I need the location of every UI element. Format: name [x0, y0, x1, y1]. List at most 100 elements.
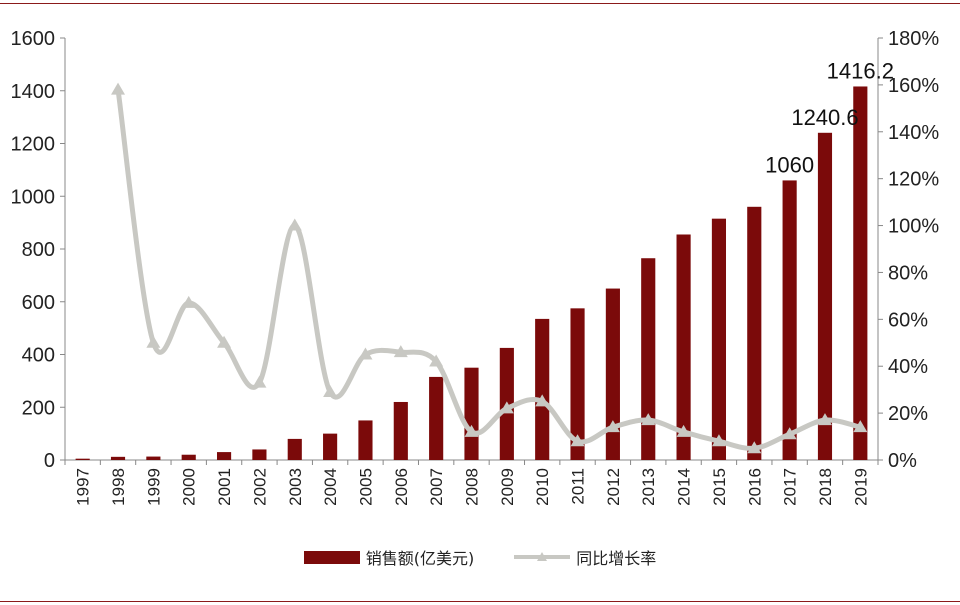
sales-bar [110, 456, 126, 460]
sales-growth-chart: 0 200 400 600 800 1000 1200 1400 1600 0% 20% 40% 60%… [11, 28, 940, 506]
legend-line-swatch [514, 552, 571, 561]
legend-bar-swatch [303, 550, 360, 564]
left-tick-label: 1200 [11, 134, 56, 156]
x-tick-label: 2014 [675, 468, 694, 506]
sales-bar [75, 458, 90, 460]
sales-bar [429, 376, 444, 460]
top-frame-line [0, 3, 960, 4]
sales-bar [641, 258, 656, 460]
legend-growth-label: 同比增长率 [576, 549, 657, 568]
growth-point-marker [817, 413, 832, 426]
x-tick-label: 2019 [851, 468, 870, 506]
bottom-frame-line [0, 601, 960, 602]
left-tick-label: 800 [22, 239, 55, 261]
right-tick-label: 60% [888, 309, 928, 331]
x-tick-label: 2016 [745, 468, 764, 506]
growth-point-marker [605, 420, 620, 433]
left-tick-label: 400 [22, 345, 55, 367]
sales-bar [711, 218, 727, 460]
x-tick-label: 1997 [74, 468, 93, 506]
growth-point-marker [782, 427, 797, 440]
sales-bar [676, 234, 691, 460]
sales-bar [747, 206, 762, 460]
left-tick-label: 1600 [11, 28, 56, 50]
growth-point-marker [287, 218, 302, 231]
x-tick-label: 2017 [781, 468, 800, 506]
x-tick-label: 2010 [533, 468, 552, 506]
growth-point-marker [570, 434, 585, 447]
growth-point-marker [535, 394, 550, 407]
growth-point-marker [499, 401, 514, 414]
left-tick-label: 200 [22, 397, 55, 419]
legend-item-sales: 销售额(亿美元) [303, 545, 474, 569]
sales-bar [782, 180, 797, 461]
sales-bar [605, 288, 620, 460]
growth-point-marker [853, 420, 868, 433]
right-tick-label: 40% [888, 356, 928, 378]
left-tick-label: 1400 [11, 81, 56, 103]
x-tick-label: 2002 [250, 468, 269, 506]
bar-data-label: 1240.6 [791, 105, 858, 130]
x-tick-label: 2009 [498, 468, 517, 506]
growth-point-marker [323, 385, 338, 398]
growth-point-marker [711, 434, 726, 447]
growth-point-marker [252, 375, 267, 388]
x-tick-label: 2011 [569, 468, 588, 505]
axes: 0 200 400 600 800 1000 1200 1400 1600 0% 20% 40% 60%… [11, 28, 940, 506]
sales-bar [216, 452, 232, 460]
sales-bar [146, 456, 161, 460]
right-tick-label: 180% [888, 28, 939, 50]
x-tick-label: 2006 [392, 468, 411, 506]
x-tick-label: 2000 [180, 468, 199, 506]
sales-bar [817, 132, 833, 460]
sales-bar [181, 454, 196, 460]
right-tick-label: 0% [888, 450, 917, 472]
x-tick-label: 2015 [710, 468, 729, 506]
x-tick-label: 2007 [427, 468, 446, 506]
x-tick-label: 2004 [321, 468, 340, 506]
sales-bar [323, 433, 338, 460]
growth-point-marker [747, 441, 762, 454]
growth-point-marker [217, 335, 232, 348]
bar-data-label: 1060 [765, 152, 814, 177]
growth-point-marker [146, 335, 161, 348]
sales-bar [287, 438, 302, 460]
legend: 销售额(亿美元) 同比增长率 [0, 545, 960, 569]
right-tick-label: 120% [888, 169, 939, 191]
left-tick-label: 600 [22, 292, 55, 314]
x-tick-label: 2012 [604, 468, 623, 506]
growth-point-marker [358, 347, 373, 360]
right-tick-label: 140% [888, 122, 939, 144]
data-labels: 1060 1240.6 1416.2 [765, 58, 894, 177]
x-tick-label: 1999 [144, 468, 163, 506]
legend-item-growth: 同比增长率 [514, 545, 656, 569]
growth-point-marker [181, 295, 196, 308]
growth-point-marker [429, 354, 444, 367]
sales-bar [393, 401, 408, 460]
sales-bar [358, 420, 373, 460]
bar-series [75, 86, 868, 461]
left-tick-label: 1000 [11, 186, 56, 208]
growth-point-marker [111, 82, 126, 95]
x-tick-label: 2003 [286, 468, 305, 506]
sales-bar [853, 86, 868, 461]
growth-point-marker [464, 424, 479, 437]
sales-bar [252, 449, 267, 460]
bar-data-label: 1416.2 [827, 58, 894, 83]
x-tick-label: 2008 [463, 468, 482, 506]
right-tick-label: 100% [888, 216, 939, 238]
right-tick-label: 160% [888, 75, 939, 97]
growth-point-marker [676, 424, 691, 437]
x-tick-label: 1998 [109, 468, 128, 506]
x-tick-label: 2013 [639, 468, 658, 506]
sales-bar [535, 318, 550, 460]
growth-point-marker [393, 345, 408, 358]
growth-line-series [111, 82, 868, 454]
sales-bar [464, 367, 479, 460]
left-tick-label: 0 [44, 450, 55, 472]
right-tick-label: 80% [888, 262, 928, 284]
growth-point-marker [641, 413, 656, 426]
right-tick-label: 20% [888, 403, 928, 425]
sales-bar [570, 308, 585, 460]
x-tick-label: 2018 [816, 468, 835, 506]
